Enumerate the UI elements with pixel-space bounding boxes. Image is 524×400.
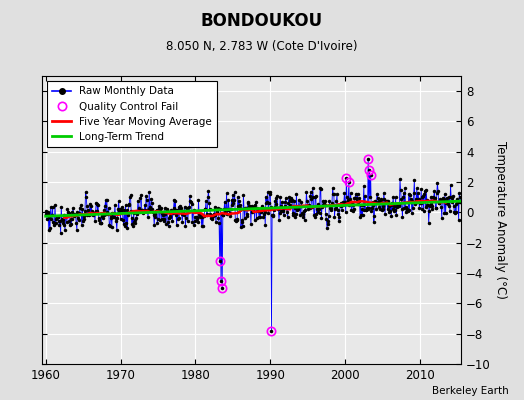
Y-axis label: Temperature Anomaly (°C): Temperature Anomaly (°C) (495, 141, 507, 299)
Text: 8.050 N, 2.783 W (Cote D'Ivoire): 8.050 N, 2.783 W (Cote D'Ivoire) (166, 40, 358, 53)
Legend: Raw Monthly Data, Quality Control Fail, Five Year Moving Average, Long-Term Tren: Raw Monthly Data, Quality Control Fail, … (47, 81, 217, 147)
Text: BONDOUKOU: BONDOUKOU (201, 12, 323, 30)
Text: Berkeley Earth: Berkeley Earth (432, 386, 508, 396)
